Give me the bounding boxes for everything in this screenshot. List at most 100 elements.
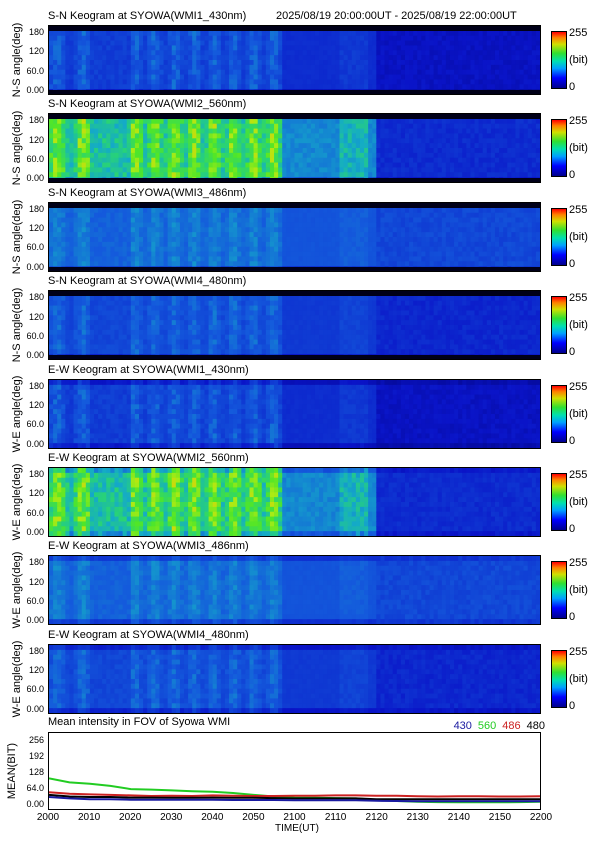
panel-6-ytick: 60.0 [26,507,44,518]
colorbar-max-label: 255 [569,380,588,393]
keogram-plot-3 [48,201,541,272]
panel-4-ytick: 180 [28,292,44,303]
colorbar-min-label: 0 [569,81,576,93]
keogram-plot-1 [48,25,541,95]
colorbar-max-label: 255 [569,203,588,216]
panel-4-ytick: 60.0 [26,330,44,341]
panel-7-ytick: 60.0 [26,596,44,607]
x-axis-label: TIME(UT) [275,823,319,834]
keogram-plot-7 [48,555,541,626]
panel-5-ytick: 180 [28,380,44,391]
keogram-image-8 [49,644,540,713]
x-tick-label: 2130 [406,812,429,823]
x-tick-label: 2140 [447,812,470,823]
panel-title-2: S-N Keogram at SYOWA(WMI2_560nm) [48,98,247,111]
x-tick-label: 2050 [242,812,265,823]
mean-ytick: 64.0 [26,783,44,793]
panel-6-ytick: 0.00 [26,527,44,537]
panel-title-7: E-W Keogram at SYOWA(WMI3_486nm) [48,540,249,553]
x-tick-label: 2040 [201,812,224,823]
colorbar-3 [551,207,567,266]
colorbar-max-label: 255 [569,645,588,658]
colorbar-unit-label: (bit) [569,319,588,332]
keogram-image-4 [49,291,540,360]
panel-1-ytick: 60.0 [26,65,44,76]
colorbar-max-label: 255 [569,292,588,305]
panel-4-ytick: 120 [28,311,44,322]
mean-legend: 430 560 486 480 [400,720,545,733]
panel-title-4: S-N Keogram at SYOWA(WMI4_480nm) [48,275,247,288]
keogram-plot-5 [48,378,541,449]
panel-2-ytick: 0.00 [26,173,44,184]
keogram-plot-2 [48,113,541,184]
panel-8-ytick: 0.00 [26,703,44,714]
x-tick-label: 2110 [324,812,347,823]
panel-6-ytick: 180 [28,469,44,479]
colorbar-unit-label: (bit) [569,142,588,155]
x-tick-label: 2020 [119,812,142,823]
keogram-plot-4 [48,290,541,361]
panel-title-8: E-W Keogram at SYOWA(WMI4_480nm) [48,628,249,641]
panel-7-ytick: 180 [28,557,44,568]
colorbar-unit-label: (bit) [569,407,588,420]
colorbar-min-label: 0 [569,346,576,359]
colorbar-unit-label: (bit) [569,230,588,243]
mean-ytick: 128 [28,767,44,777]
colorbar-max-label: 255 [569,557,588,570]
panel-1-ytick: 0.00 [26,85,44,95]
panel-3-ytick: 120 [28,223,44,234]
panel-3-ytick: 60.0 [26,242,44,253]
colorbar-4 [551,296,567,355]
mean-panel-title: Mean intensity in FOV of Syowa WMI [48,716,231,728]
x-tick-label: 2120 [365,812,388,823]
keogram-plot-6 [48,467,541,537]
x-tick-label: 2150 [488,812,512,823]
colorbar-min-label: 0 [569,169,576,182]
colorbar-unit-label: (bit) [569,584,588,597]
keogram-image-3 [49,202,540,271]
x-tick-label: 2030 [160,812,183,823]
legend-entry-560: 560 [477,720,497,732]
colorbar-1 [551,31,567,89]
series-line-480 [49,793,540,801]
colorbar-max-label: 255 [569,469,588,481]
panel-1-ytick: 180 [28,27,44,37]
panel-7-ytick: 120 [28,576,44,587]
x-tick-label: 2010 [77,812,101,823]
x-tick-label: 2000 [36,812,60,823]
panel-5-ytick: 60.0 [26,419,44,430]
x-tick-label: 2200 [529,812,553,823]
mean-chart-svg [49,777,540,804]
mean-ytick: 192 [28,751,44,761]
panel-title-3: S-N Keogram at SYOWA(WMI3_486nm) [48,186,247,199]
panel-ylabel-8: W-E angle(deg) [11,640,23,718]
keogram-image-6 [49,468,540,536]
colorbar-unit-label: (bit) [569,672,588,685]
panel-4-ytick: 0.00 [26,350,44,361]
colorbar-min-label: 0 [569,611,576,624]
colorbar-min-label: 0 [569,257,576,270]
colorbar-5 [551,384,567,443]
colorbar-max-label: 255 [569,115,588,128]
keogram-image-2 [49,114,540,183]
colorbar-8 [551,649,567,708]
panel-8-ytick: 180 [28,645,44,656]
panel-6-ytick: 120 [28,488,44,499]
colorbar-7 [551,561,567,620]
colorbar-6 [551,473,567,531]
legend-entry-486: 486 [502,720,521,732]
panel-8-ytick: 60.0 [26,684,44,695]
panel-1-ytick: 120 [28,46,44,57]
panel-7-ytick: 0.00 [26,615,44,626]
panel-title-5: E-W Keogram at SYOWA(WMI1_430nm) [48,363,249,376]
legend-entry-480: 480 [526,720,545,732]
panel-2-ytick: 180 [28,115,44,126]
time-range-label: 2025/08/19 20:00:00UT - 2025/08/19 22:00… [276,10,517,22]
colorbar-2 [551,119,567,178]
colorbar-min-label: 0 [569,523,576,535]
panel-3-ytick: 180 [28,203,44,214]
panel-title-1: S-N Keogram at SYOWA(WMI1_430nm) [48,10,247,22]
panel-title-6: E-W Keogram at SYOWA(WMI2_560nm) [48,452,249,464]
series-line-430 [49,796,540,803]
mean-plot [48,732,541,810]
